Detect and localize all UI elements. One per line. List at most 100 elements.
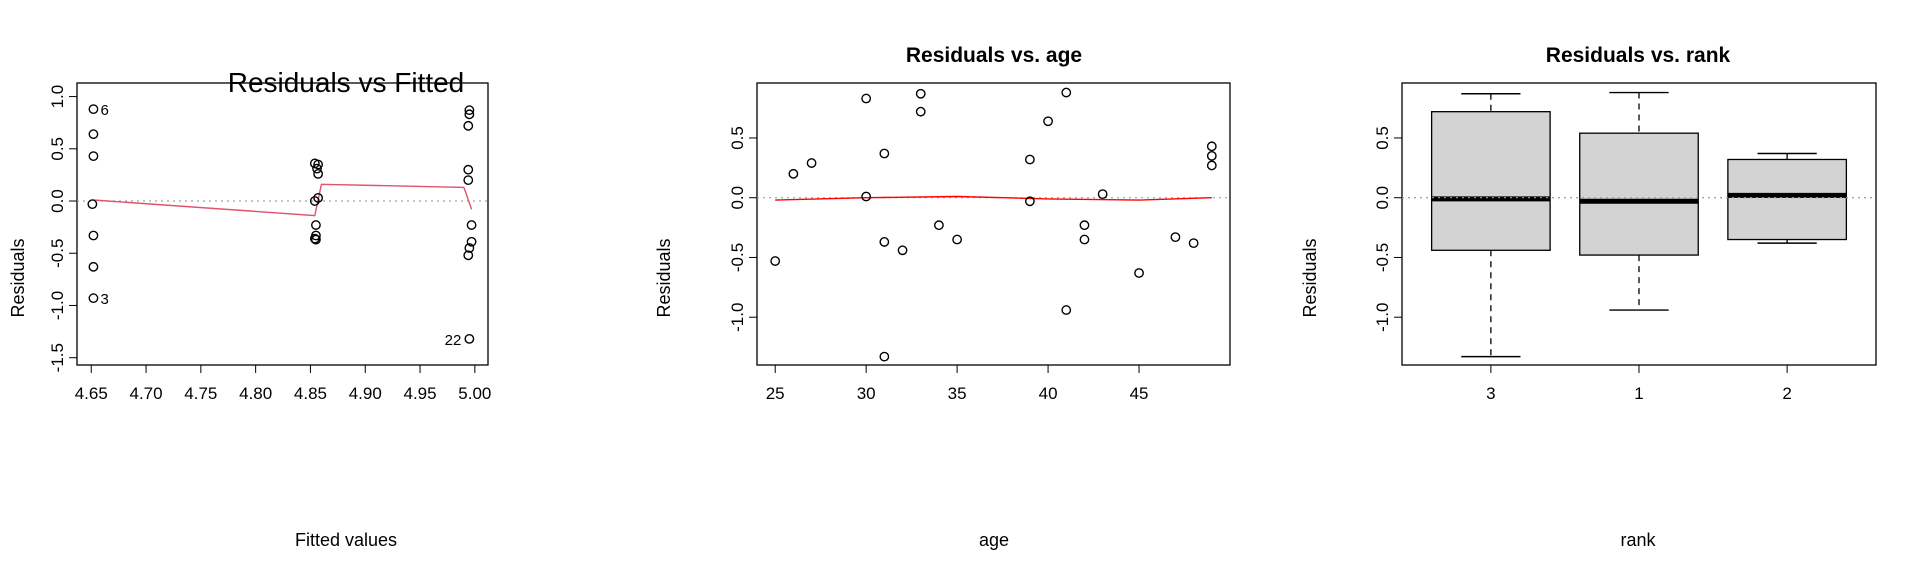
data-point <box>313 159 324 170</box>
x-tick-label: 35 <box>948 384 967 403</box>
data-point <box>464 243 475 253</box>
y-axis: -1.5 -1.0 -0.5 0.0 0.5 1.0 <box>48 85 78 372</box>
data-point <box>879 237 890 247</box>
data-point <box>1079 220 1090 231</box>
x-tick-label: 3 <box>1486 384 1495 403</box>
data-point <box>88 129 99 140</box>
data-point <box>88 104 99 115</box>
data-point <box>1097 189 1108 200</box>
data-point <box>1206 150 1217 161</box>
y-tick-label: -0.5 <box>728 243 747 272</box>
data-point <box>313 168 324 179</box>
x-tick-label: 4.65 <box>75 384 108 403</box>
x-tick-label: 45 <box>1130 384 1149 403</box>
data-point <box>1134 268 1144 278</box>
data-point <box>463 175 474 186</box>
data-point <box>1061 87 1072 98</box>
residuals-vs-rank-panel: Residuals vs. rank rank Residuals -1.0 -0… <box>1300 44 1877 550</box>
x-tick-label: 25 <box>766 384 785 403</box>
data-point <box>1170 232 1181 243</box>
data-point <box>466 220 477 230</box>
smoother-line <box>93 183 473 217</box>
data-point <box>463 120 474 131</box>
data-point <box>309 196 320 206</box>
interquartile-box <box>1579 132 1699 256</box>
data-point <box>309 233 320 244</box>
x-tick-label: 30 <box>857 384 876 403</box>
outlier-label: 3 <box>100 291 108 308</box>
x-axis-label: Fitted values <box>295 530 397 550</box>
y-axis-label: Residuals <box>8 238 28 317</box>
outlier-label: 6 <box>100 102 108 119</box>
data-point <box>312 163 322 174</box>
y-axis-label: Residuals <box>654 238 674 317</box>
chart-title: Residuals vs. rank <box>1546 44 1731 67</box>
chart-title: Residuals vs. age <box>906 44 1082 67</box>
data-point <box>466 236 477 247</box>
y-tick-label: -1.5 <box>48 343 67 372</box>
y-tick-label: 1.0 <box>48 85 67 109</box>
data-point <box>88 293 99 304</box>
outlier-label: 22 <box>445 332 462 349</box>
x-tick-label: 4.95 <box>404 384 437 403</box>
data-point <box>861 191 872 202</box>
data-point <box>770 256 781 266</box>
data-point <box>311 220 321 230</box>
data-point <box>463 250 474 261</box>
data-point <box>879 148 890 159</box>
x-tick-label: 4.75 <box>184 384 217 403</box>
y-tick-label: 0.5 <box>728 126 747 150</box>
x-axis: 25 30 35 40 45 <box>766 364 1149 403</box>
y-tick-label: 0.0 <box>48 189 67 213</box>
data-point <box>88 261 99 272</box>
y-tick-label: -1.0 <box>48 291 67 320</box>
box-1 <box>1579 91 1699 311</box>
box-2 <box>1727 152 1848 244</box>
residuals-vs-age-panel: Residuals vs. age age Residuals -1.0 -0.5… <box>654 44 1231 550</box>
data-point <box>1206 141 1217 152</box>
x-tick-label: 40 <box>1039 384 1058 403</box>
interquartile-box <box>1727 158 1848 241</box>
data-point <box>464 109 475 120</box>
y-tick-label: 0.5 <box>1373 126 1392 150</box>
data-point <box>915 106 926 117</box>
x-tick-label: 1 <box>1634 384 1643 403</box>
y-tick-label: -0.5 <box>48 239 67 268</box>
data-point <box>934 220 944 231</box>
data-point <box>311 234 321 245</box>
y-tick-label: 0.5 <box>48 137 67 161</box>
x-axis-label: age <box>979 530 1009 550</box>
data-point <box>1061 305 1072 315</box>
data-point <box>88 230 99 241</box>
data-point <box>1079 234 1090 245</box>
y-tick-label: -1.0 <box>728 303 747 332</box>
y-axis: -1.0 -0.5 0.0 0.5 <box>728 126 758 332</box>
data-point <box>915 88 926 99</box>
residuals-vs-fitted-panel: Residuals vs Fitted Fitted values Residu… <box>8 67 491 550</box>
x-tick-label: 4.90 <box>349 384 382 403</box>
x-tick-label: 5.00 <box>458 384 491 403</box>
x-tick-label: 2 <box>1782 384 1791 403</box>
y-tick-label: -1.0 <box>1373 303 1392 332</box>
x-axis: 4.65 4.70 4.75 4.80 4.85 4.90 4.95 5.00 <box>75 364 491 403</box>
x-axis-label: rank <box>1620 530 1656 550</box>
data-point <box>952 234 963 245</box>
x-tick-label: 4.80 <box>239 384 272 403</box>
data-point <box>861 93 872 104</box>
y-tick-label: -0.5 <box>1373 243 1392 272</box>
data-point <box>1188 238 1199 249</box>
data-point <box>88 151 99 162</box>
y-tick-label: 0.0 <box>728 186 747 210</box>
data-point <box>87 199 98 210</box>
data-point <box>879 351 890 362</box>
data-point <box>788 168 799 179</box>
data-point <box>1024 154 1035 165</box>
x-tick-label: 4.70 <box>130 384 163 403</box>
interquartile-box <box>1430 111 1551 251</box>
plot-frame <box>76 82 489 366</box>
y-tick-label: 0.0 <box>1373 186 1392 210</box>
data-point <box>897 245 908 256</box>
x-tick-label: 4.85 <box>294 384 327 403</box>
data-point <box>1043 116 1053 127</box>
